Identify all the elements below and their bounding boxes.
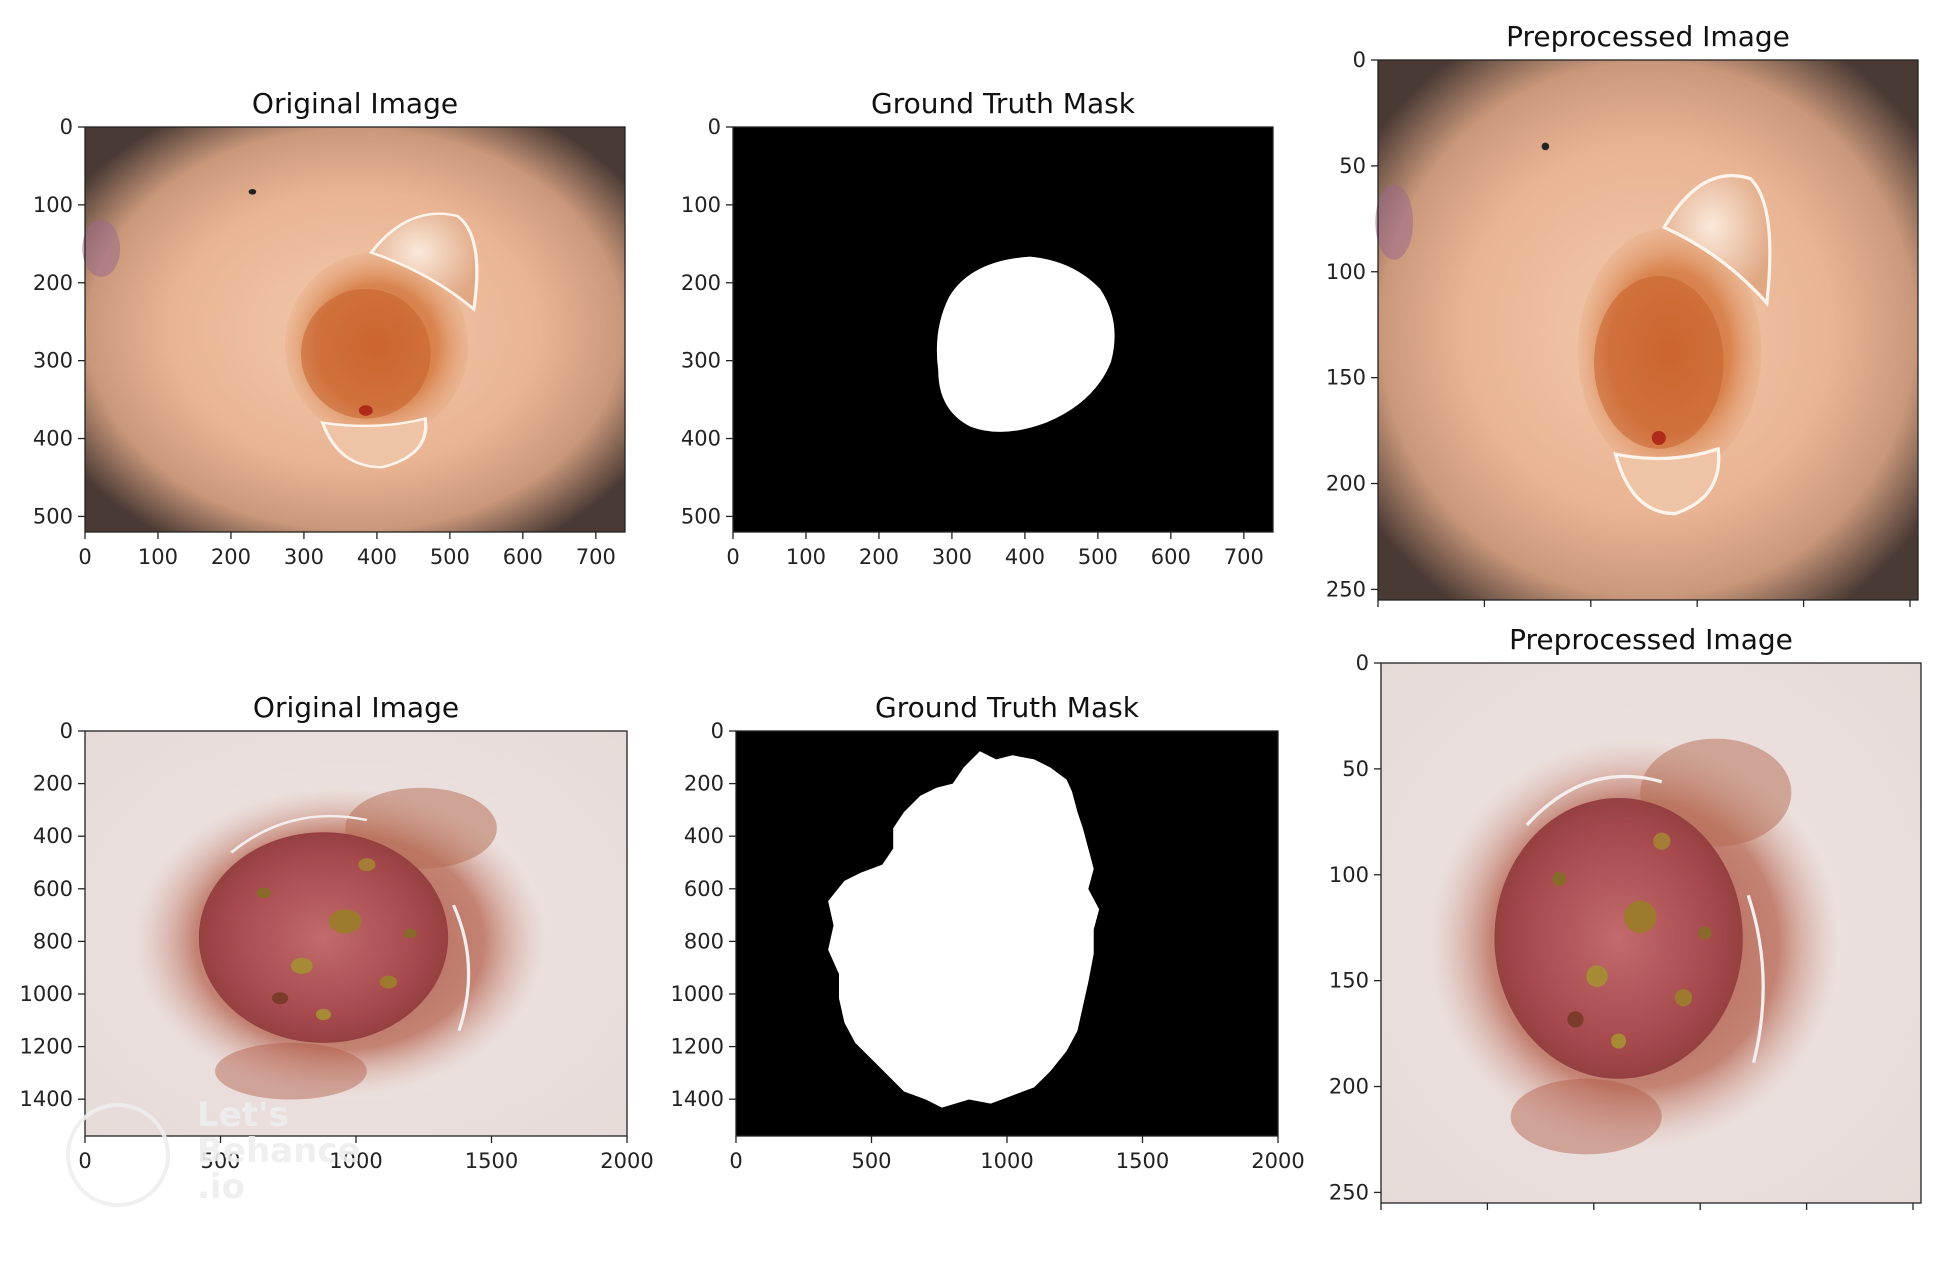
y-tick-label: 500	[681, 504, 721, 528]
x-tick-label: 400	[357, 545, 397, 569]
y-tick-label: 250	[1326, 577, 1366, 601]
x-tick-label: 0	[78, 545, 91, 569]
watermark-line-3: .io	[197, 1167, 245, 1207]
panel-title: Preprocessed Image	[1509, 623, 1793, 656]
axes-frame	[84, 126, 626, 533]
x-tick-label: 1500	[465, 1149, 518, 1173]
y-tick-label: 1400	[671, 1087, 724, 1111]
y-tick-label: 400	[33, 427, 73, 451]
panel-preprocessed-2: Preprocessed Image 0 50 100 150 200 250	[1329, 623, 1921, 1210]
y-tick-label: 1000	[671, 982, 724, 1006]
y-tick-label: 0	[1356, 651, 1369, 675]
axes-frame	[732, 126, 1274, 533]
x-tick-label: 700	[1224, 545, 1264, 569]
x-tick-label: 2000	[1251, 1149, 1304, 1173]
y-tick-label: 600	[33, 877, 73, 901]
y-tick-label: 0	[60, 115, 73, 139]
y-tick-label: 1000	[20, 982, 73, 1006]
x-tick-label: 0	[78, 1149, 91, 1173]
x-tick-label: 2000	[600, 1149, 653, 1173]
panel-preprocessed-1: Preprocessed Image 0 50 100 150 200 250	[1326, 20, 1918, 607]
y-tick-label: 100	[681, 193, 721, 217]
x-tick-label: 600	[503, 545, 543, 569]
y-tick-label: 400	[684, 824, 724, 848]
y-tick-label: 200	[684, 772, 724, 796]
x-tick-label: 300	[932, 545, 972, 569]
x-tick-label: 500	[1078, 545, 1118, 569]
y-tick-label: 600	[684, 877, 724, 901]
x-tick-label: 0	[729, 1149, 742, 1173]
watermark: Let's Behance .io	[66, 1095, 361, 1207]
y-tick-label: 200	[33, 772, 73, 796]
y-tick-label: 0	[708, 115, 721, 139]
x-tick-label: 1000	[329, 1149, 382, 1173]
watermark-line-1: Let's	[197, 1095, 289, 1135]
y-tick-label: 200	[33, 271, 73, 295]
x-tick-label: 1500	[1116, 1149, 1169, 1173]
y-tick-label: 50	[1339, 154, 1366, 178]
y-tick-label: 50	[1342, 757, 1369, 781]
y-tick-label: 800	[33, 929, 73, 953]
y-tick-label: 1400	[20, 1087, 73, 1111]
y-tick-label: 150	[1326, 366, 1366, 390]
y-tick-label: 400	[681, 427, 721, 451]
lesion-image	[85, 731, 627, 1136]
y-tick-label: 0	[1353, 48, 1366, 72]
y-tick-label: 300	[681, 349, 721, 373]
x-tick-label: 1000	[980, 1149, 1033, 1173]
watermark-line-2: Behance	[197, 1131, 361, 1171]
panel-mask-2: Ground Truth Mask 0 200 400 600 800 1000 1200 14…	[671, 691, 1305, 1173]
axes-frame	[1380, 662, 1922, 1204]
x-tick-label: 600	[1151, 545, 1191, 569]
x-tick-label: 700	[576, 545, 616, 569]
panel-original-2: Original Image 0 200 400 600 800 1000 1200 1400 0…	[20, 691, 654, 1173]
y-tick-label: 400	[33, 824, 73, 848]
x-tick-label: 100	[138, 545, 178, 569]
y-tick-label: 500	[33, 504, 73, 528]
panel-title: Preprocessed Image	[1506, 20, 1790, 53]
x-tick-label: 100	[786, 545, 826, 569]
y-tick-label: 200	[1326, 472, 1366, 496]
y-tick-label: 250	[1329, 1180, 1369, 1204]
panel-title: Original Image	[253, 691, 459, 724]
x-tick-label: 500	[851, 1149, 891, 1173]
y-tick-label: 100	[1326, 260, 1366, 284]
y-tick-label: 100	[33, 193, 73, 217]
y-tick-label: 200	[681, 271, 721, 295]
x-tick-label: 0	[726, 545, 739, 569]
x-tick-label: 300	[284, 545, 324, 569]
x-tick-label: 400	[1005, 545, 1045, 569]
y-tick-label: 100	[1329, 863, 1369, 887]
x-tick-label: 200	[859, 545, 899, 569]
x-tick-label: 200	[211, 545, 251, 569]
panel-title: Ground Truth Mask	[875, 691, 1140, 724]
mask-image	[736, 731, 1278, 1136]
y-tick-label: 200	[1329, 1075, 1369, 1099]
panel-title: Ground Truth Mask	[871, 87, 1136, 120]
mask-image	[733, 127, 1273, 532]
y-tick-label: 0	[711, 719, 724, 743]
y-tick-label: 1200	[671, 1035, 724, 1059]
y-tick-label: 1200	[20, 1035, 73, 1059]
y-tick-label: 800	[684, 929, 724, 953]
x-tick-label: 500	[200, 1149, 240, 1173]
y-tick-label: 0	[60, 719, 73, 743]
x-tick-label: 500	[430, 545, 470, 569]
axes-frame	[1377, 59, 1919, 601]
lesion-image	[1381, 663, 1921, 1203]
y-tick-label: 300	[33, 349, 73, 373]
lesion-image	[1375, 60, 1918, 600]
panel-title: Original Image	[252, 87, 458, 120]
lesion-image	[82, 127, 625, 532]
y-tick-label: 150	[1329, 969, 1369, 993]
